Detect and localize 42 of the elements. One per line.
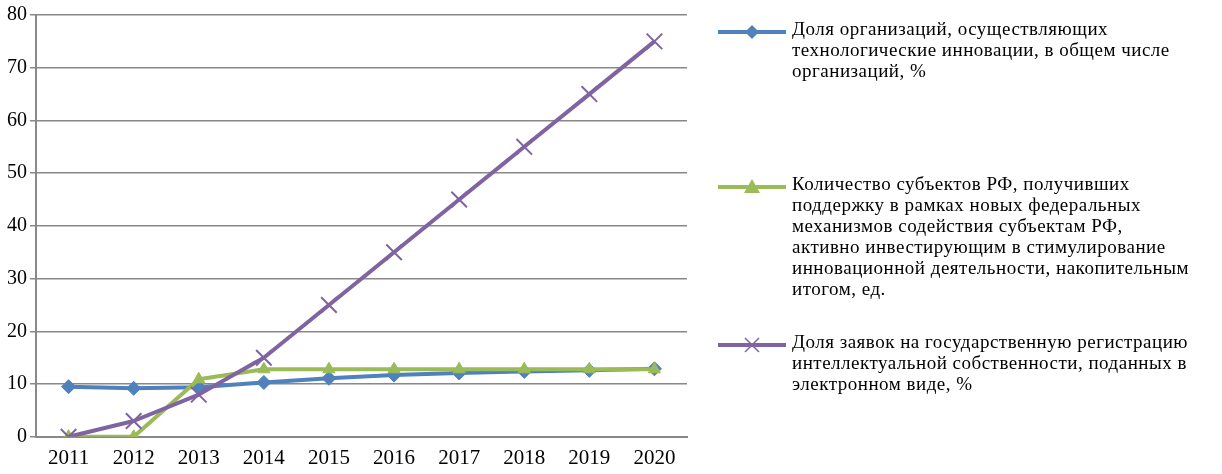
- point: [256, 374, 272, 390]
- point: [126, 380, 142, 396]
- point: [387, 361, 401, 374]
- point: [320, 296, 338, 314]
- x-tick-label: 2016: [373, 444, 416, 469]
- point: [452, 361, 466, 374]
- x-tick-label: 2013: [177, 444, 220, 469]
- y-tick-label: 20: [7, 318, 27, 341]
- y-tick-label: 60: [7, 107, 27, 130]
- x-tick-label: 2018: [503, 444, 546, 469]
- point: [582, 361, 596, 374]
- legend-label: Количество субъектов РФ, получивших поддержку в рамках новых федеральных механизмов содействия субъектам РФ, активно инвестирующим в стимулирование инновационной деятельности, накопительным итогом, ед.: [792, 173, 1191, 299]
- x-tick-label: 2011: [47, 444, 90, 469]
- point: [124, 412, 143, 430]
- x-tick-label: 2012: [112, 444, 155, 469]
- legend-label: Доля заявок на государственную регистрацию интеллектуальной собственности, поданных в электронном виде, %: [792, 331, 1190, 394]
- point: [645, 32, 664, 51]
- y-tick-label: 40: [7, 213, 27, 236]
- y-tick-label: 50: [7, 160, 27, 183]
- point: [517, 361, 531, 374]
- y-tick-label: 70: [7, 54, 27, 77]
- point: [321, 370, 337, 386]
- point: [515, 138, 534, 156]
- y-tick-label: 80: [7, 2, 27, 25]
- y-tick-label: 10: [7, 371, 27, 394]
- point: [61, 379, 77, 395]
- x-tick-label: 2014: [242, 444, 286, 469]
- y-tick-label: 0: [17, 424, 27, 447]
- x-tick-label: 2017: [438, 444, 481, 469]
- point: [257, 361, 271, 374]
- x-tick-label: 2015: [307, 444, 350, 469]
- point: [189, 385, 208, 404]
- point: [255, 348, 273, 367]
- y-tick-label: 30: [7, 265, 27, 288]
- point: [450, 190, 468, 209]
- point: [192, 371, 206, 384]
- legend-label: Доля организаций, осуществляющих технологические инновации, в общем числе организаций, %: [792, 18, 1171, 81]
- x-tick-label: 2019: [568, 444, 611, 469]
- point: [580, 85, 599, 103]
- x-tick-label: 2020: [633, 444, 676, 469]
- point: [322, 361, 336, 374]
- point: [385, 243, 403, 262]
